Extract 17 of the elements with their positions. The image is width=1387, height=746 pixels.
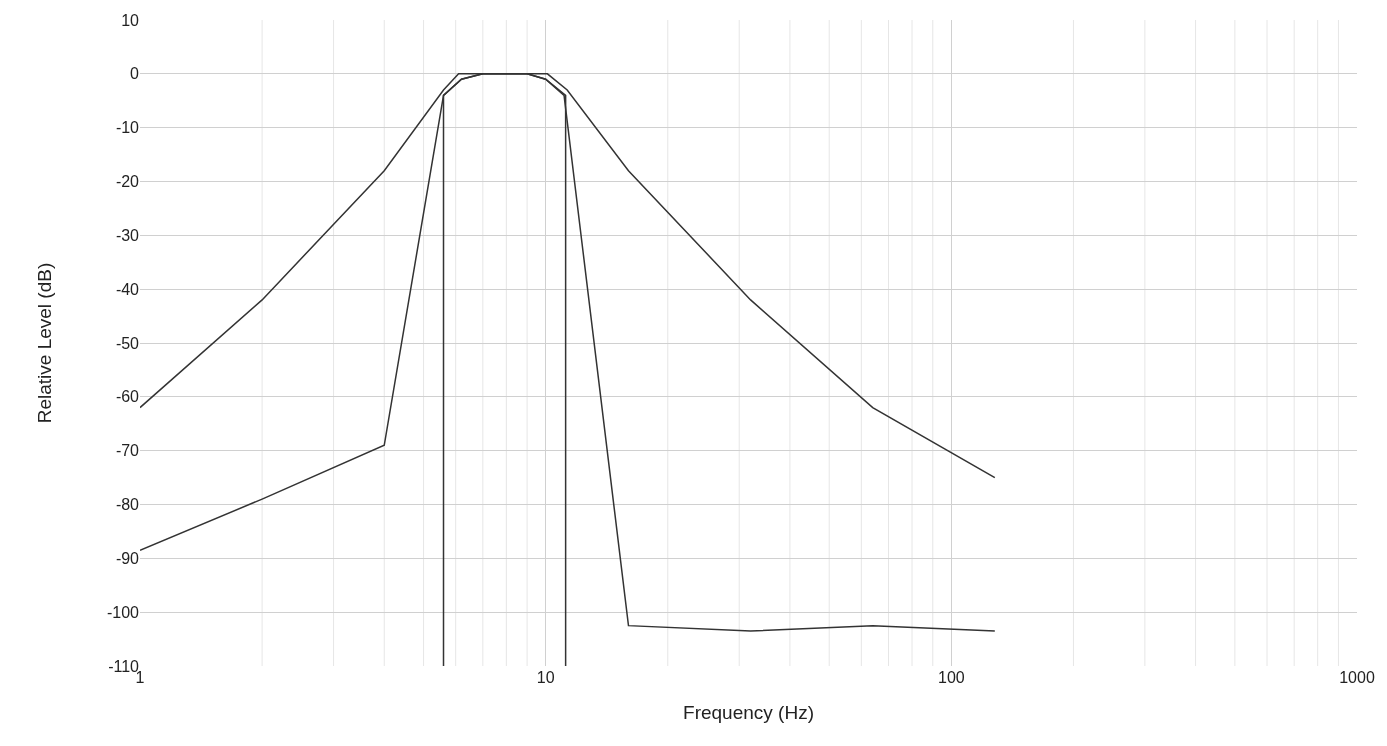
x-tick-label: 1000 [1339, 669, 1375, 686]
y-tick-label: -70 [115, 442, 140, 460]
x-axis-title: Frequency (Hz) [683, 701, 814, 723]
x-tick-label: 100 [937, 669, 965, 686]
y-tick-label: -50 [115, 334, 140, 352]
y-tick-label: -10 [115, 119, 140, 137]
y-tick-label: -80 [115, 496, 140, 514]
y-axis-title: Relative Level (dB) [33, 262, 55, 424]
y-tick-label: 0 [130, 65, 140, 83]
y-tick-label: -100 [106, 603, 140, 621]
y-tick-label: -40 [115, 280, 140, 298]
y-tick-label: -20 [115, 173, 140, 191]
y-tick-label: -90 [115, 549, 140, 567]
y-tick-label: 10 [121, 11, 140, 29]
x-tick-label: 10 [536, 669, 555, 686]
y-tick-label: -60 [115, 388, 140, 406]
y-tick-label: -30 [115, 226, 140, 244]
